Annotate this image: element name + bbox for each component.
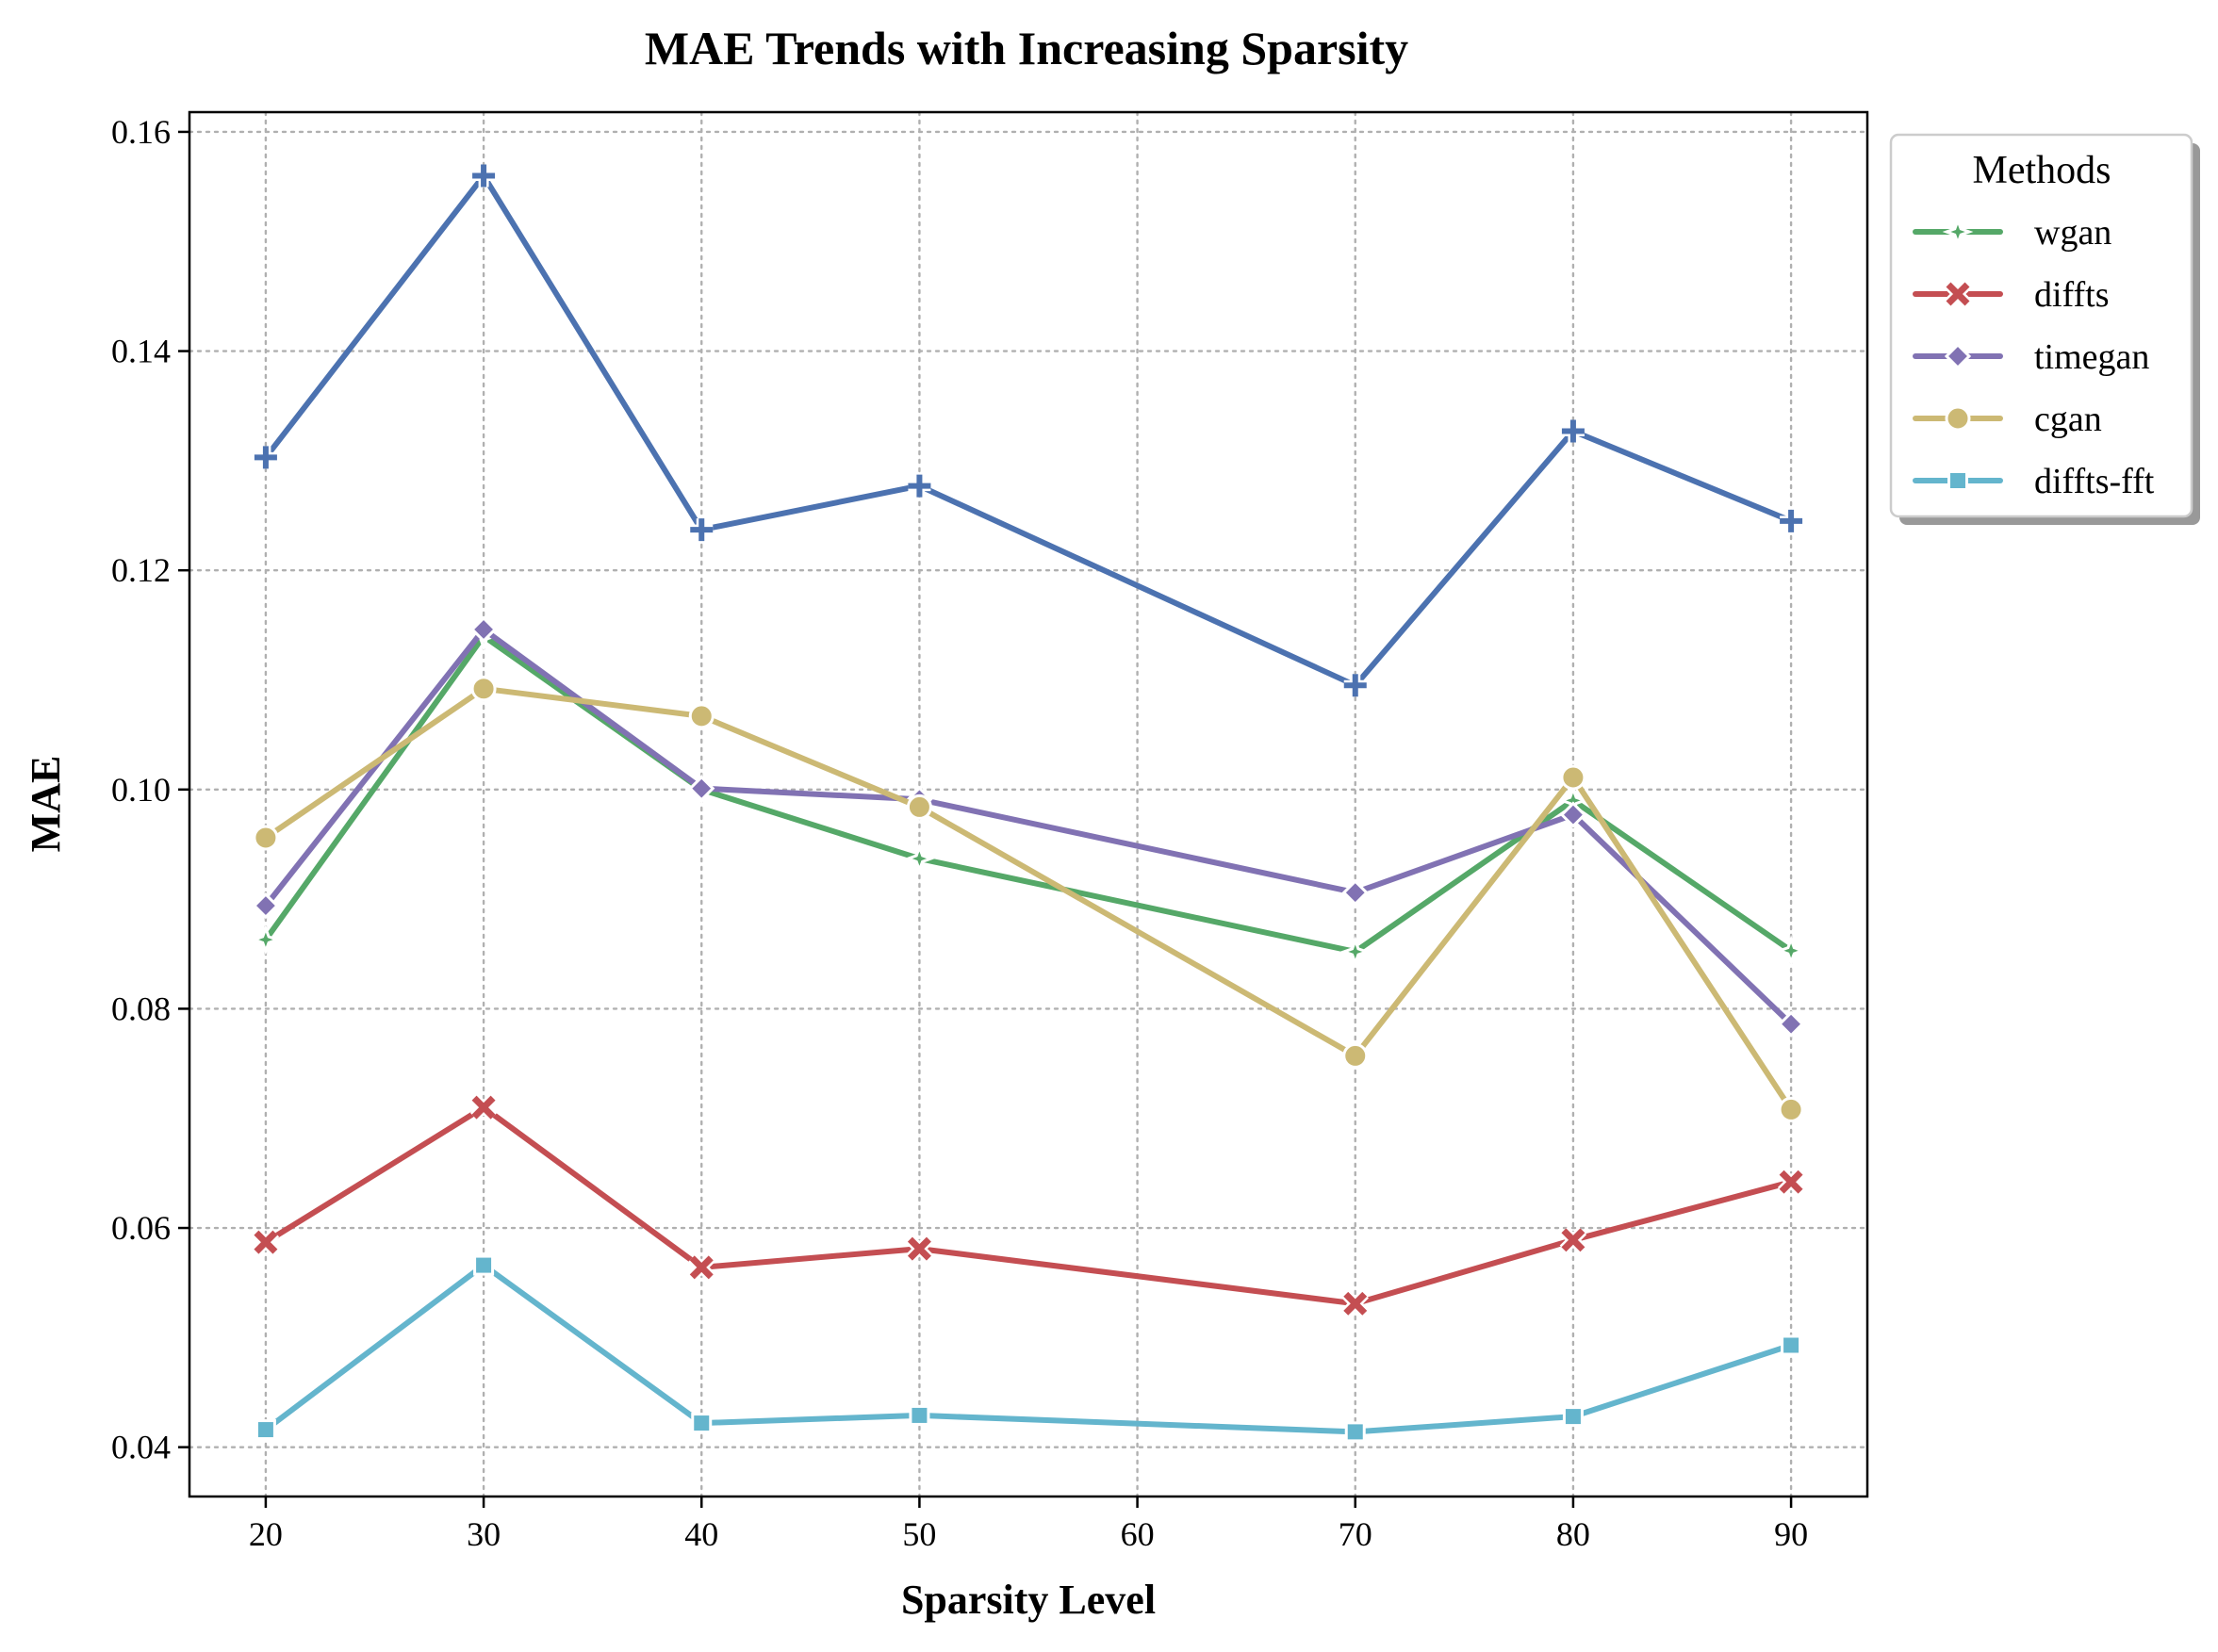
- data-point: [1777, 1010, 1805, 1038]
- data-point: [1341, 1290, 1369, 1317]
- y-axis-label: MAE: [23, 756, 69, 853]
- data-point: [1343, 674, 1367, 697]
- legend-marker: [1942, 216, 1974, 248]
- x-tick-label: 30: [467, 1515, 501, 1553]
- data-point: [688, 775, 715, 802]
- data-point: [472, 164, 496, 188]
- data-point: [1562, 1406, 1584, 1428]
- x-tick-label: 70: [1339, 1515, 1372, 1553]
- data-point: [688, 1253, 715, 1282]
- legend-label: wgan: [2034, 213, 2111, 253]
- series-unlabeled: [254, 164, 1803, 697]
- data-point: [250, 924, 282, 956]
- legend-marker: [1947, 470, 1968, 491]
- y-tick-label: 0.12: [111, 551, 171, 589]
- data-point: [688, 703, 715, 729]
- data-point: [254, 446, 277, 469]
- grid: [188, 110, 1869, 1498]
- legend-marker: [1944, 342, 1972, 370]
- data-point: [906, 793, 932, 820]
- plot-series: [250, 164, 1807, 1443]
- x-tick-label: 60: [1121, 1515, 1155, 1553]
- series-diffts: [252, 1093, 1805, 1317]
- y-tick-label: 0.04: [111, 1429, 171, 1466]
- legend: Methods wgan diffts timegan cgan diffts-fft: [1889, 133, 2200, 525]
- data-point: [255, 1419, 276, 1441]
- data-point: [1560, 764, 1586, 791]
- data-point: [1775, 935, 1807, 967]
- data-point: [469, 615, 498, 644]
- x-tick-label: 40: [684, 1515, 718, 1553]
- y-tick-label: 0.14: [111, 333, 171, 370]
- legend-item-wgan: wgan: [1913, 213, 2111, 253]
- data-point: [906, 1235, 933, 1263]
- series-line: [262, 1262, 1795, 1435]
- legend-title: Methods: [1973, 149, 2111, 192]
- y-tick-label: 0.06: [111, 1209, 171, 1247]
- data-point: [1559, 1226, 1587, 1254]
- y-tick-label: 0.08: [111, 990, 171, 1027]
- data-point: [470, 676, 497, 702]
- series-diffts-fft: [255, 1254, 1802, 1443]
- data-point: [1344, 1421, 1366, 1443]
- legend-item-diffts-fft: diffts-fft: [1913, 462, 2155, 501]
- data-point: [252, 891, 280, 920]
- legend-label: timegan: [2034, 337, 2149, 377]
- data-point: [908, 474, 931, 498]
- series-wgan: [250, 620, 1807, 968]
- data-point: [252, 1228, 280, 1256]
- legend-item-cgan: cgan: [1913, 400, 2102, 439]
- x-tick-label: 80: [1556, 1515, 1590, 1553]
- x-tick-label: 50: [902, 1515, 936, 1553]
- data-point: [1339, 936, 1372, 968]
- data-point: [1777, 1168, 1805, 1196]
- legend-item-diffts: diffts: [1913, 275, 2110, 315]
- legend-label: diffts: [2034, 275, 2110, 315]
- x-tick-label: 90: [1774, 1515, 1808, 1553]
- legend-marker: [1944, 280, 1972, 308]
- data-point: [1342, 1042, 1369, 1069]
- series-line: [262, 685, 1795, 1113]
- data-point: [1780, 509, 1803, 532]
- y-tick-label: 0.10: [111, 771, 171, 809]
- data-point: [1778, 1096, 1804, 1122]
- x-axis-label: Sparsity Level: [901, 1577, 1156, 1623]
- legend-item-timegan: timegan: [1913, 337, 2149, 377]
- data-point: [1781, 1334, 1802, 1356]
- data-point: [473, 1254, 495, 1276]
- data-point: [909, 1404, 930, 1426]
- legend-entries: wgan diffts timegan cgan diffts-fft: [1913, 213, 2155, 501]
- data-point: [1341, 879, 1369, 907]
- data-point: [469, 1093, 498, 1121]
- legend-label: cgan: [2034, 400, 2102, 439]
- y-tick-label: 0.16: [111, 113, 171, 151]
- x-tick-label: 20: [249, 1515, 283, 1553]
- chart-title: MAE Trends with Increasing Sparsity: [645, 22, 1408, 74]
- legend-label: diffts-fft: [2034, 462, 2155, 501]
- series-cgan: [253, 676, 1804, 1122]
- data-point: [1561, 419, 1585, 443]
- data-point: [691, 1413, 713, 1434]
- data-point: [253, 825, 279, 851]
- axis-ticks: 20 30 40 50 60 70 80 90 0.04 0.06 0.08 0.10 0.12 0.14…: [111, 113, 1808, 1553]
- data-point: [904, 842, 935, 875]
- legend-marker: [1945, 405, 1971, 432]
- data-point: [690, 518, 714, 542]
- data-point: [1559, 801, 1587, 828]
- plot-frame: [188, 110, 1869, 1498]
